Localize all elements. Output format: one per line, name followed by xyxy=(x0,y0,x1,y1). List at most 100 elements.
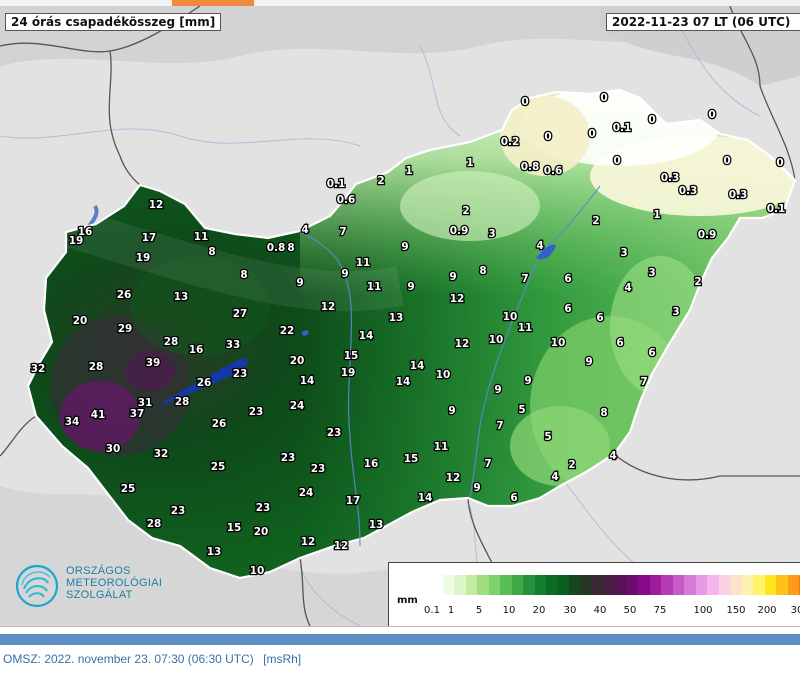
lake-tisza xyxy=(536,244,556,260)
station-value: 37 xyxy=(130,408,145,420)
station-value: 8 xyxy=(600,407,607,419)
legend-tick-label: 40 xyxy=(593,605,607,616)
station-value: 0.3 xyxy=(679,185,698,197)
station-value: 28 xyxy=(89,361,104,373)
legend-unit: mm xyxy=(397,595,418,606)
legend-swatch xyxy=(684,575,696,595)
station-value: 9 xyxy=(494,384,501,396)
station-value: 8 xyxy=(208,246,215,258)
station-value: 29 xyxy=(118,323,133,335)
station-value: 23 xyxy=(171,505,186,517)
station-value: 26 xyxy=(117,289,132,301)
station-value: 10 xyxy=(551,337,566,349)
legend-swatch xyxy=(534,575,546,595)
station-value: 13 xyxy=(207,546,222,558)
station-value: 16 xyxy=(78,226,93,238)
station-value: 0 xyxy=(544,131,551,143)
station-value: 15 xyxy=(404,453,419,465)
legend-tick-label: 200 xyxy=(757,605,777,616)
station-value: 15 xyxy=(227,522,242,534)
legend-swatch xyxy=(511,575,523,595)
omsz-logo-text: ORSZÁGOS METEOROLÓGIAI SZOLGÁLAT xyxy=(66,565,162,601)
station-value: 0 xyxy=(600,92,607,104)
bottom-blue-bar xyxy=(0,634,800,645)
station-value: 41 xyxy=(91,409,106,421)
station-value: 39 xyxy=(146,357,161,369)
station-value: 13 xyxy=(369,519,384,531)
legend-swatch xyxy=(580,575,592,595)
station-value: 20 xyxy=(290,355,305,367)
station-value: 19 xyxy=(341,367,356,379)
station-value: 26 xyxy=(197,377,212,389)
map-datetime: 2022-11-23 07 LT (06 UTC) xyxy=(606,13,800,31)
station-value: 6 xyxy=(564,273,571,285)
legend-tick-label: 20 xyxy=(532,605,546,616)
station-value: 2 xyxy=(694,276,701,288)
station-value: 24 xyxy=(290,400,305,412)
omsz-logo-icon xyxy=(15,564,59,608)
station-value: 9 xyxy=(407,281,414,293)
station-value: 9 xyxy=(473,482,480,494)
station-value: 0 xyxy=(776,157,783,169)
station-value: 2 xyxy=(377,175,384,187)
station-value: 7 xyxy=(521,273,528,285)
map-title: 24 órás csapadékösszeg [mm] xyxy=(5,13,222,31)
legend-swatch xyxy=(626,575,638,595)
station-value: 0 xyxy=(708,109,715,121)
station-value: 6 xyxy=(596,312,603,324)
station-value: 7 xyxy=(339,226,346,238)
station-value: 2 xyxy=(592,215,599,227)
station-value: 34 xyxy=(65,416,80,428)
station-value: 3 xyxy=(620,247,627,259)
top-accent-tab[interactable] xyxy=(172,0,254,6)
station-value: 4 xyxy=(536,240,543,252)
station-value: 23 xyxy=(233,368,248,380)
station-value: 23 xyxy=(327,427,342,439)
legend-swatch xyxy=(672,575,684,595)
station-value: 17 xyxy=(142,232,157,244)
station-value: 0 xyxy=(588,128,595,140)
legend-tick-label: 150 xyxy=(726,605,746,616)
precipitation-legend: mm 0.1 1 5 10 20 30 40 50 75 100 150 200 30 xyxy=(388,562,800,626)
station-value: 6 xyxy=(564,303,571,315)
station-value: 31 xyxy=(138,397,153,409)
station-value: 7 xyxy=(640,376,647,388)
legend-swatch xyxy=(707,575,719,595)
legend-swatch xyxy=(753,575,765,595)
precipitation-map: 0 0 0 0 0.1 0 0 0.2 0.8 0.6 0 0 0 0.3 0.3 0.3 0.1 1 1 2 0.1 0… xyxy=(0,6,800,627)
station-value: 28 xyxy=(164,336,179,348)
legend-swatch xyxy=(649,575,661,595)
station-value: 22 xyxy=(280,325,295,337)
station-value: 9 xyxy=(448,405,455,417)
station-value: 0.2 xyxy=(501,136,520,148)
station-value: 5 xyxy=(518,404,525,416)
logo-line-3: SZOLGÁLAT xyxy=(66,589,133,601)
station-value: 23 xyxy=(256,502,271,514)
station-value: 4 xyxy=(301,224,308,236)
station-value: 12 xyxy=(301,536,316,548)
station-value: 23 xyxy=(249,406,264,418)
station-value: 26 xyxy=(212,418,227,430)
footer-unit-link[interactable]: [msRh] xyxy=(263,652,302,666)
station-value: 0 xyxy=(613,155,620,167)
station-value: 9 xyxy=(401,241,408,253)
station-value: 9 xyxy=(585,356,592,368)
legend-swatch xyxy=(431,575,443,595)
station-value: 9 xyxy=(341,268,348,280)
legend-swatch xyxy=(661,575,673,595)
station-value: 4 xyxy=(551,471,558,483)
legend-tick-label: 30 xyxy=(790,605,800,616)
legend-swatch xyxy=(592,575,604,595)
legend-swatch xyxy=(718,575,730,595)
station-value: 7 xyxy=(496,420,503,432)
station-value: 0.8 xyxy=(521,161,540,173)
station-value: 6 xyxy=(616,337,623,349)
station-value: 14 xyxy=(396,376,411,388)
station-value: 12 xyxy=(149,199,164,211)
station-values: 0 00 0 0.10 00.20.8 0.60 0 00.30.3 0.30.11120.10… xyxy=(29,91,786,579)
station-value: 3 xyxy=(648,267,655,279)
station-value: 4 xyxy=(624,282,631,294)
station-value: 16 xyxy=(189,344,204,356)
legend-tick-label: 0.1 xyxy=(424,605,440,616)
station-value: 0 xyxy=(723,155,730,167)
